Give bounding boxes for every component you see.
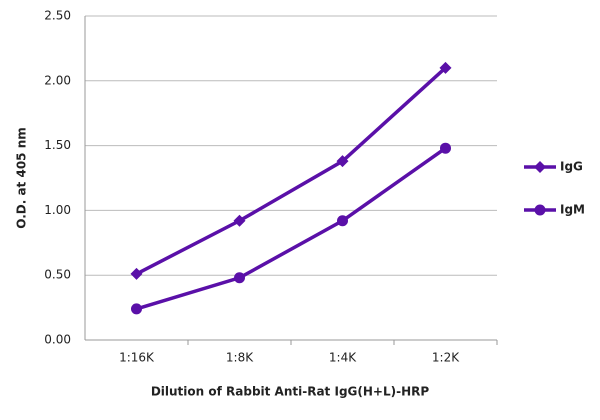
point (131, 303, 142, 315)
y-tick-label: 0.00 (44, 333, 71, 347)
point (337, 215, 348, 227)
point (233, 214, 246, 227)
y-axis-title: O.D. at 405 nm (15, 127, 29, 228)
x-axis-title: Dilution of Rabbit Anti-Rat IgG(H+L)-HRP (151, 385, 430, 399)
y-tick-label: 0.50 (44, 268, 71, 282)
x-tick-label: 1:16K (119, 351, 155, 365)
series-line (135, 146, 447, 311)
point (439, 61, 452, 74)
y-tick-label: 1.00 (44, 203, 71, 217)
y-tick-label: 2.00 (44, 73, 71, 87)
y-tick-label: 2.50 (44, 9, 71, 23)
point (336, 155, 349, 168)
series-line (135, 66, 447, 276)
point (440, 142, 451, 154)
y-tick-label: 1.50 (44, 138, 71, 152)
x-tick-label: 1:8K (226, 351, 254, 365)
legend-marker (534, 204, 546, 216)
legend-label: IgG (560, 160, 583, 174)
x-tick-label: 1:4K (329, 351, 357, 365)
point (234, 272, 245, 284)
x-tick-label: 1:2K (432, 351, 460, 365)
point (130, 267, 143, 280)
legend-marker (534, 161, 546, 173)
legend-label: IgM (560, 203, 585, 217)
